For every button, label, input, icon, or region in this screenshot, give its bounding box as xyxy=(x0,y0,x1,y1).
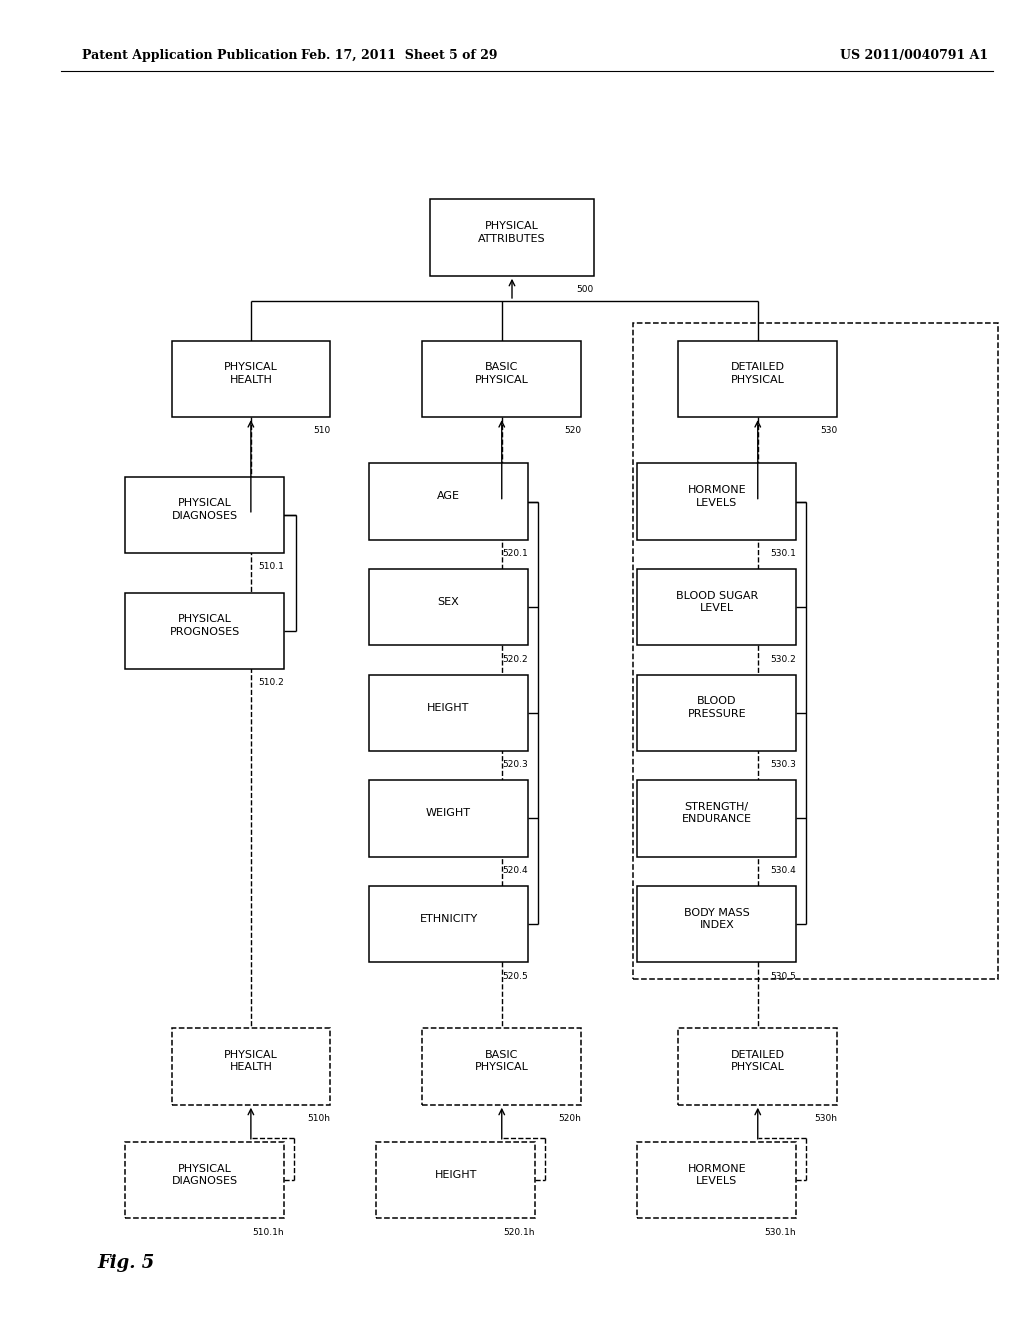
Text: 520: 520 xyxy=(564,426,582,436)
Text: HEIGHT: HEIGHT xyxy=(434,1170,477,1180)
Text: 500: 500 xyxy=(577,285,594,294)
Bar xyxy=(637,569,797,645)
Text: 510.1h: 510.1h xyxy=(253,1228,285,1237)
Text: Feb. 17, 2011  Sheet 5 of 29: Feb. 17, 2011 Sheet 5 of 29 xyxy=(301,49,498,62)
Text: STRENGTH/
ENDURANCE: STRENGTH/ ENDURANCE xyxy=(682,803,752,824)
Text: 530.1: 530.1 xyxy=(770,549,797,558)
Text: 530: 530 xyxy=(820,426,838,436)
Bar xyxy=(678,341,838,417)
Text: DETAILED
PHYSICAL: DETAILED PHYSICAL xyxy=(731,1051,784,1072)
Text: 520.1: 520.1 xyxy=(502,549,528,558)
Text: 520.5: 520.5 xyxy=(502,972,528,981)
Bar xyxy=(633,323,998,979)
Text: HORMONE
LEVELS: HORMONE LEVELS xyxy=(687,1164,746,1185)
Text: 520.4: 520.4 xyxy=(502,866,528,875)
Text: ETHNICITY: ETHNICITY xyxy=(420,913,477,924)
Text: 510.1: 510.1 xyxy=(258,562,285,572)
Bar xyxy=(126,1142,285,1218)
Text: 520h: 520h xyxy=(558,1114,582,1123)
Text: 530.4: 530.4 xyxy=(770,866,797,875)
Bar xyxy=(126,593,285,669)
Text: 520.2: 520.2 xyxy=(502,655,528,664)
Text: PHYSICAL
DIAGNOSES: PHYSICAL DIAGNOSES xyxy=(172,499,238,520)
Bar xyxy=(369,675,528,751)
Text: HEIGHT: HEIGHT xyxy=(427,702,470,713)
Text: 530.2: 530.2 xyxy=(770,655,797,664)
Text: PHYSICAL
DIAGNOSES: PHYSICAL DIAGNOSES xyxy=(172,1164,238,1185)
Text: DETAILED
PHYSICAL: DETAILED PHYSICAL xyxy=(731,363,784,384)
Bar xyxy=(637,780,797,857)
Bar xyxy=(637,675,797,751)
Text: BODY MASS
INDEX: BODY MASS INDEX xyxy=(684,908,750,929)
Text: BLOOD
PRESSURE: BLOOD PRESSURE xyxy=(687,697,746,718)
Bar xyxy=(422,341,582,417)
Text: WEIGHT: WEIGHT xyxy=(426,808,471,818)
Bar xyxy=(678,1028,838,1105)
Text: PHYSICAL
PROGNOSES: PHYSICAL PROGNOSES xyxy=(170,615,240,636)
Bar xyxy=(126,477,285,553)
Bar xyxy=(369,463,528,540)
Bar xyxy=(637,886,797,962)
Text: 520.1h: 520.1h xyxy=(504,1228,535,1237)
Text: US 2011/0040791 A1: US 2011/0040791 A1 xyxy=(840,49,988,62)
Text: PHYSICAL
ATTRIBUTES: PHYSICAL ATTRIBUTES xyxy=(478,222,546,243)
Bar xyxy=(369,569,528,645)
Bar xyxy=(171,341,330,417)
Text: 530.1h: 530.1h xyxy=(765,1228,797,1237)
Bar xyxy=(171,1028,330,1105)
Text: 530.5: 530.5 xyxy=(770,972,797,981)
Text: 530.3: 530.3 xyxy=(770,760,797,770)
Text: BASIC
PHYSICAL: BASIC PHYSICAL xyxy=(475,363,528,384)
Text: 510.2: 510.2 xyxy=(258,678,285,688)
Text: SEX: SEX xyxy=(437,597,460,607)
Bar xyxy=(369,886,528,962)
Text: BLOOD SUGAR
LEVEL: BLOOD SUGAR LEVEL xyxy=(676,591,758,612)
Text: Fig. 5: Fig. 5 xyxy=(97,1254,155,1272)
Bar xyxy=(637,1142,797,1218)
Bar xyxy=(377,1142,535,1218)
Text: 510: 510 xyxy=(313,426,330,436)
Bar xyxy=(369,780,528,857)
Bar xyxy=(637,463,797,540)
Text: AGE: AGE xyxy=(437,491,460,502)
Text: Patent Application Publication: Patent Application Publication xyxy=(82,49,297,62)
Text: 520.3: 520.3 xyxy=(502,760,528,770)
Text: PHYSICAL
HEALTH: PHYSICAL HEALTH xyxy=(224,363,278,384)
Text: PHYSICAL
HEALTH: PHYSICAL HEALTH xyxy=(224,1051,278,1072)
Bar xyxy=(422,1028,582,1105)
Text: BASIC
PHYSICAL: BASIC PHYSICAL xyxy=(475,1051,528,1072)
Text: 510h: 510h xyxy=(307,1114,330,1123)
Text: HORMONE
LEVELS: HORMONE LEVELS xyxy=(687,486,746,507)
Bar xyxy=(430,199,594,276)
Text: 530h: 530h xyxy=(814,1114,838,1123)
